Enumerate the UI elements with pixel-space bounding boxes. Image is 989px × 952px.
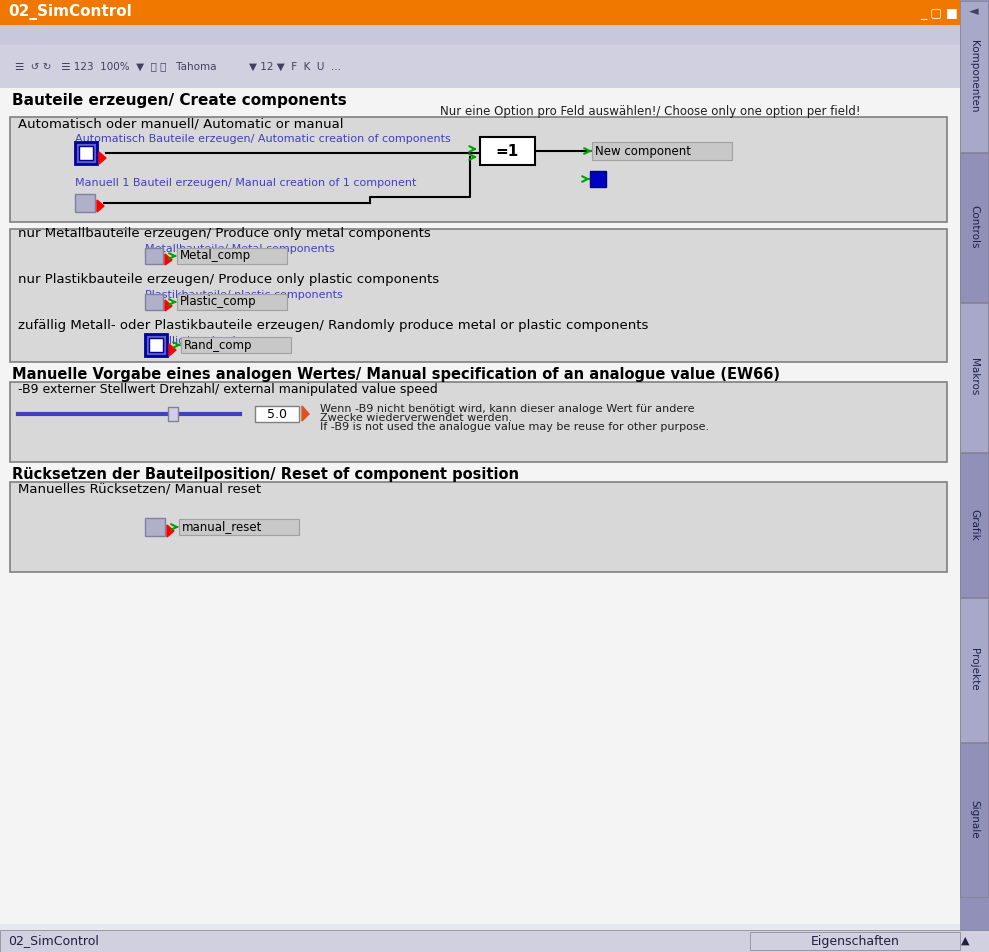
- Text: Rücksetzen der Bauteilposition/ Reset of component position: Rücksetzen der Bauteilposition/ Reset of…: [12, 466, 519, 482]
- Text: Zwecke wiederverwendet werden.: Zwecke wiederverwendet werden.: [320, 413, 512, 423]
- Text: Signale: Signale: [969, 801, 979, 839]
- Text: Manuelles Rücksetzen/ Manual reset: Manuelles Rücksetzen/ Manual reset: [18, 483, 261, 495]
- FancyBboxPatch shape: [960, 598, 988, 742]
- Text: ▲: ▲: [960, 936, 969, 946]
- Polygon shape: [167, 525, 174, 537]
- Text: Eigenschaften: Eigenschaften: [811, 935, 899, 947]
- Text: Automatisch Bauteile erzeugen/ Automatic creation of components: Automatisch Bauteile erzeugen/ Automatic…: [75, 134, 451, 144]
- Text: =1: =1: [495, 144, 518, 158]
- FancyBboxPatch shape: [960, 453, 988, 597]
- FancyBboxPatch shape: [960, 1, 988, 152]
- Text: Metallbauteile/ Metal components: Metallbauteile/ Metal components: [145, 244, 334, 254]
- Text: Manuell 1 Bauteil erzeugen/ Manual creation of 1 component: Manuell 1 Bauteil erzeugen/ Manual creat…: [75, 178, 416, 188]
- FancyBboxPatch shape: [79, 146, 93, 160]
- FancyBboxPatch shape: [750, 932, 960, 950]
- FancyBboxPatch shape: [177, 294, 287, 310]
- FancyBboxPatch shape: [149, 338, 163, 352]
- FancyBboxPatch shape: [960, 0, 989, 952]
- Text: Projekte: Projekte: [969, 648, 979, 691]
- FancyBboxPatch shape: [10, 229, 947, 362]
- Text: -B9 externer Stellwert Drehzahl/ external manipulated value speed: -B9 externer Stellwert Drehzahl/ externa…: [18, 383, 438, 395]
- Text: Manuelle Vorgabe eines analogen Wertes/ Manual specification of an analogue valu: Manuelle Vorgabe eines analogen Wertes/ …: [12, 367, 780, 383]
- FancyBboxPatch shape: [10, 382, 947, 462]
- FancyBboxPatch shape: [145, 334, 167, 356]
- Text: nur Plastikbauteile erzeugen/ Produce only plastic components: nur Plastikbauteile erzeugen/ Produce on…: [18, 273, 439, 287]
- Text: Plastikbauteile/ plastic components: Plastikbauteile/ plastic components: [145, 290, 343, 300]
- Text: Rand_comp: Rand_comp: [184, 339, 252, 351]
- FancyBboxPatch shape: [960, 303, 988, 452]
- FancyBboxPatch shape: [179, 519, 299, 535]
- Polygon shape: [165, 300, 172, 311]
- Polygon shape: [169, 344, 176, 356]
- FancyBboxPatch shape: [0, 0, 989, 25]
- Text: Plastic_comp: Plastic_comp: [180, 295, 256, 308]
- FancyBboxPatch shape: [10, 117, 947, 222]
- FancyBboxPatch shape: [181, 337, 291, 353]
- FancyBboxPatch shape: [177, 248, 287, 264]
- FancyBboxPatch shape: [592, 142, 732, 160]
- Text: Metal_comp: Metal_comp: [180, 249, 251, 263]
- Text: 02_SimControl: 02_SimControl: [8, 5, 132, 21]
- Text: ◄: ◄: [969, 6, 979, 18]
- Text: Grafik: Grafik: [969, 508, 979, 541]
- FancyBboxPatch shape: [960, 153, 988, 302]
- Text: zufällig Metall- oder Plastikbauteile erzeugen/ Randomly produce metal or plasti: zufällig Metall- oder Plastikbauteile er…: [18, 320, 649, 332]
- Text: zufällig/randomly: zufällig/randomly: [145, 336, 242, 346]
- Text: ☰  ↺ ↻   ☰ 123  100%  ▼  ⌕ ⌕   Tahoma          ▼ 12 ▼  F  K  U  ...: ☰ ↺ ↻ ☰ 123 100% ▼ ⌕ ⌕ Tahoma ▼ 12 ▼ F K…: [15, 61, 341, 71]
- Text: Bauteile erzeugen/ Create components: Bauteile erzeugen/ Create components: [12, 93, 347, 109]
- Text: Controls: Controls: [969, 206, 979, 248]
- FancyBboxPatch shape: [0, 45, 960, 88]
- FancyBboxPatch shape: [145, 518, 165, 536]
- FancyBboxPatch shape: [480, 137, 535, 165]
- Polygon shape: [97, 200, 104, 212]
- FancyBboxPatch shape: [75, 142, 97, 164]
- Text: Wenn -B9 nicht benötigt wird, kann dieser analoge Wert für andere: Wenn -B9 nicht benötigt wird, kann diese…: [320, 404, 694, 414]
- Polygon shape: [302, 406, 309, 421]
- FancyBboxPatch shape: [10, 482, 947, 572]
- FancyBboxPatch shape: [145, 248, 163, 264]
- Text: New component: New component: [595, 145, 691, 157]
- Polygon shape: [99, 152, 106, 164]
- FancyBboxPatch shape: [0, 930, 989, 952]
- FancyBboxPatch shape: [0, 25, 960, 45]
- Text: 02_SimControl: 02_SimControl: [8, 935, 99, 947]
- Text: _ ▢ ■ X: _ ▢ ■ X: [920, 6, 970, 19]
- FancyBboxPatch shape: [960, 743, 988, 897]
- FancyBboxPatch shape: [75, 194, 95, 212]
- Text: If -B9 is not used the analogue value may be reuse for other purpose.: If -B9 is not used the analogue value ma…: [320, 422, 709, 432]
- Text: manual_reset: manual_reset: [182, 521, 262, 533]
- Text: 5.0: 5.0: [267, 407, 287, 421]
- FancyBboxPatch shape: [590, 171, 606, 187]
- FancyBboxPatch shape: [168, 407, 178, 421]
- Text: Komponenten: Komponenten: [969, 40, 979, 112]
- Polygon shape: [165, 254, 172, 265]
- Text: Automatisch oder manuell/ Automatic or manual: Automatisch oder manuell/ Automatic or m…: [18, 117, 343, 130]
- FancyBboxPatch shape: [255, 406, 299, 422]
- FancyBboxPatch shape: [0, 88, 960, 924]
- FancyBboxPatch shape: [145, 294, 163, 310]
- Text: Nur eine Option pro Feld auswählen!/ Choose only one option per field!: Nur eine Option pro Feld auswählen!/ Cho…: [440, 105, 860, 117]
- Text: Makros: Makros: [969, 358, 979, 396]
- Text: nur Metallbauteile erzeugen/ Produce only metal components: nur Metallbauteile erzeugen/ Produce onl…: [18, 228, 431, 241]
